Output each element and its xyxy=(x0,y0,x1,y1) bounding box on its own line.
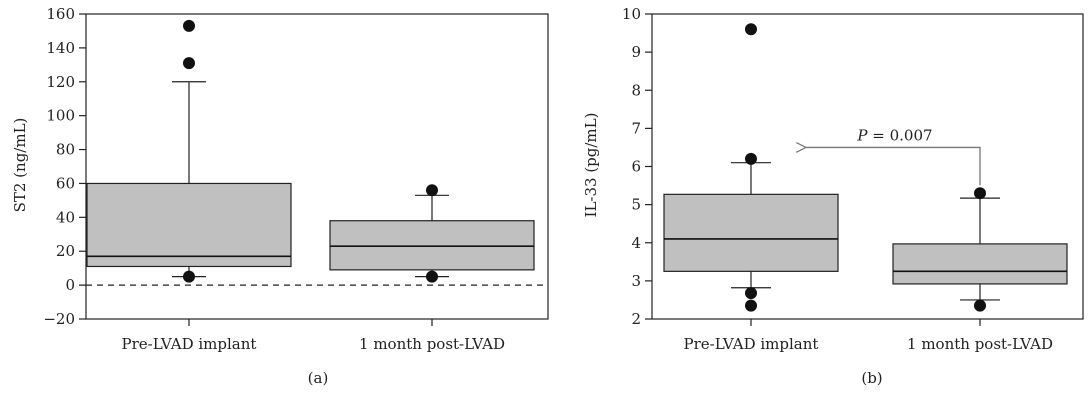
panel-a-outlier-point xyxy=(183,19,195,32)
panel-b-outlier-point xyxy=(745,23,757,36)
panel-a-y-tick-label: 160 xyxy=(46,5,75,23)
panel-a-y-tick-label: 100 xyxy=(46,107,75,125)
panel-b-y-tick-label: 7 xyxy=(631,119,641,137)
panel-a: −20 0 20 40 60 80 100 120 140 160 Pre-LVAD implant… xyxy=(11,5,549,387)
p-value: = 0.007 xyxy=(868,126,933,144)
panel-a-y-tick-label: 80 xyxy=(56,141,75,159)
panel-a-y-axis-label: ST2 (ng/mL) xyxy=(11,118,29,213)
panel-a-y-tick-label: 60 xyxy=(56,174,75,192)
panel-b-geometry: 2 3 4 5 6 7 8 9 10 Pre-LVAD implant 1 month post-L… xyxy=(622,5,1084,353)
panel-a-plot-frame xyxy=(85,13,549,320)
panel-b-y-tick-label: 8 xyxy=(631,81,641,99)
panel-a-category-label: Pre-LVAD implant xyxy=(122,335,257,353)
panel-b-y-tick-label: 4 xyxy=(631,234,641,252)
p-symbol: P xyxy=(856,126,868,144)
panel-a-label: (a) xyxy=(308,369,329,387)
panel-a-box xyxy=(329,220,535,271)
panel-b-category-label: Pre-LVAD implant xyxy=(684,335,819,353)
panel-b-p-value-annotation: P = 0.007 xyxy=(856,126,932,144)
panel-a-y-tick-label: 0 xyxy=(65,276,75,294)
panel-a-geometry: −20 0 20 40 60 80 100 120 140 160 Pre-LVAD implant… xyxy=(43,5,549,353)
panel-b-y-tick-label: 6 xyxy=(631,158,641,176)
panel-b-outlier-point xyxy=(745,152,757,165)
panel-b-outlier-point xyxy=(974,187,986,200)
panel-a-y-tick-label: 120 xyxy=(46,73,75,91)
panel-b-outlier-point xyxy=(745,299,757,312)
panel-b-category-label: 1 month post-LVAD xyxy=(907,335,1053,353)
panel-b-comparison-arrow xyxy=(806,147,981,186)
panel-a-outlier-point xyxy=(183,270,195,283)
panel-b-label: (b) xyxy=(861,369,882,387)
panel-a-outlier-point xyxy=(426,184,438,197)
panel-b-y-tick-label: 3 xyxy=(631,272,641,290)
panel-a-y-tick-label: 20 xyxy=(56,242,75,260)
panel-a-category-label: 1 month post-LVAD xyxy=(359,335,505,353)
panel-b-y-tick-label: 10 xyxy=(622,5,641,23)
panel-b-y-tick-label: 2 xyxy=(631,310,641,328)
panel-a-outlier-point xyxy=(183,57,195,70)
panel-b-y-tick-label: 5 xyxy=(631,196,641,214)
panel-a-y-tick-label: 140 xyxy=(46,39,75,57)
panel-b-box xyxy=(892,243,1068,285)
panel-b-outlier-point xyxy=(745,287,757,300)
panel-a-y-tick-label: 40 xyxy=(56,208,75,226)
panel-a-y-tick-label: −20 xyxy=(43,310,75,328)
panel-b: 2 3 4 5 6 7 8 9 10 Pre-LVAD implant 1 month post-L… xyxy=(582,5,1084,387)
panel-b-y-axis-label: IL-33 (pg/mL) xyxy=(582,113,600,218)
panel-a-outlier-point xyxy=(426,270,438,283)
panel-a-box xyxy=(86,182,292,268)
panel-b-box xyxy=(663,193,839,272)
panel-b-outlier-point xyxy=(974,299,986,312)
panel-b-y-tick-label: 9 xyxy=(631,43,641,61)
